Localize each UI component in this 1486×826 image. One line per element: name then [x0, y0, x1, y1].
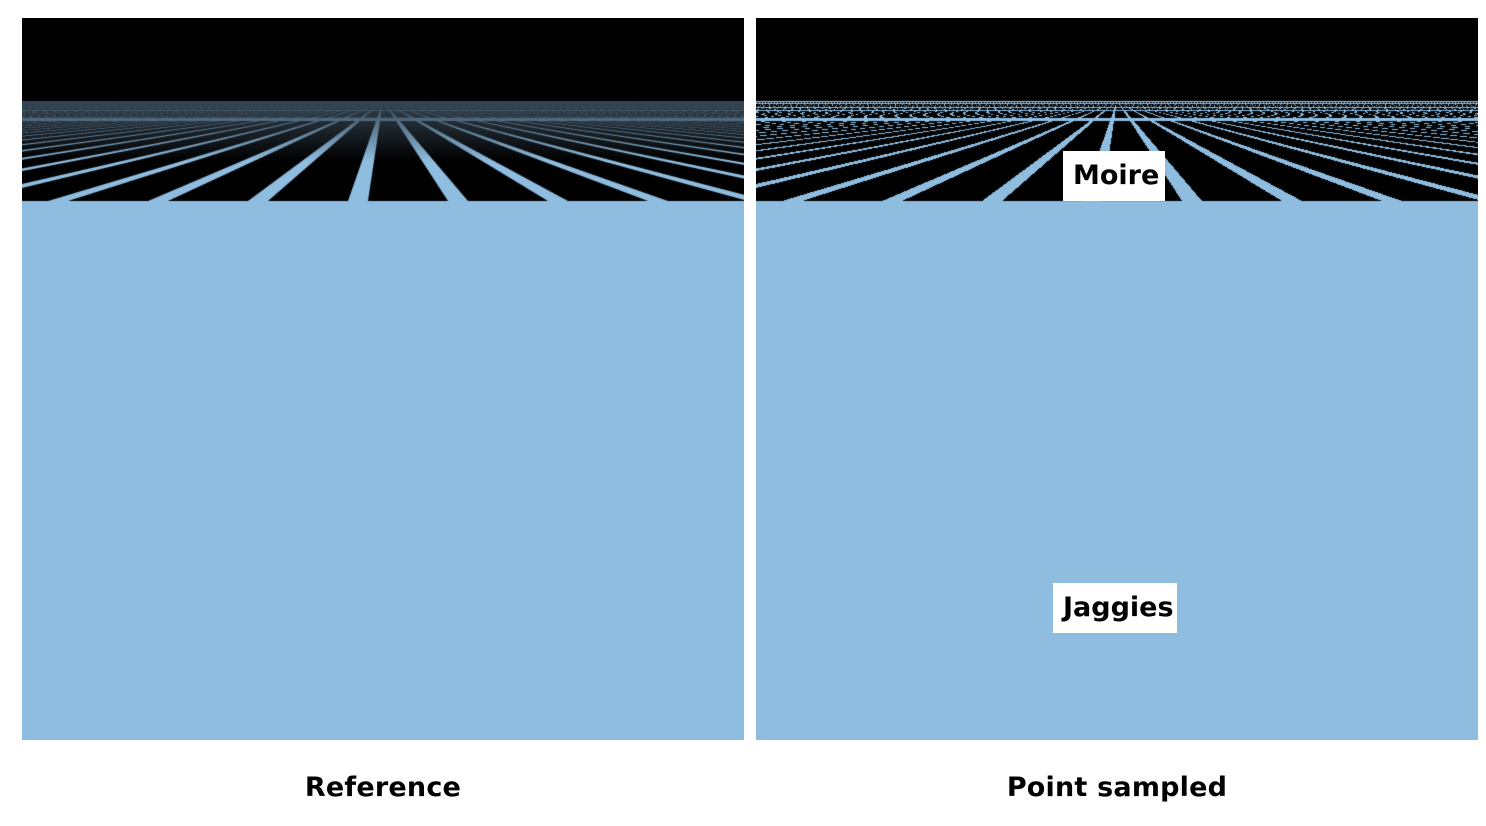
point-sampled-caption: Point sampled [1006, 772, 1228, 803]
reference-grid-render [22, 18, 744, 740]
reference-panel [22, 18, 744, 740]
jaggies-label: Jaggies [1053, 583, 1177, 633]
reference-caption: Reference [304, 772, 462, 803]
point-sampled-panel: Moire Jaggies [756, 18, 1478, 740]
moire-label: Moire [1063, 151, 1165, 201]
